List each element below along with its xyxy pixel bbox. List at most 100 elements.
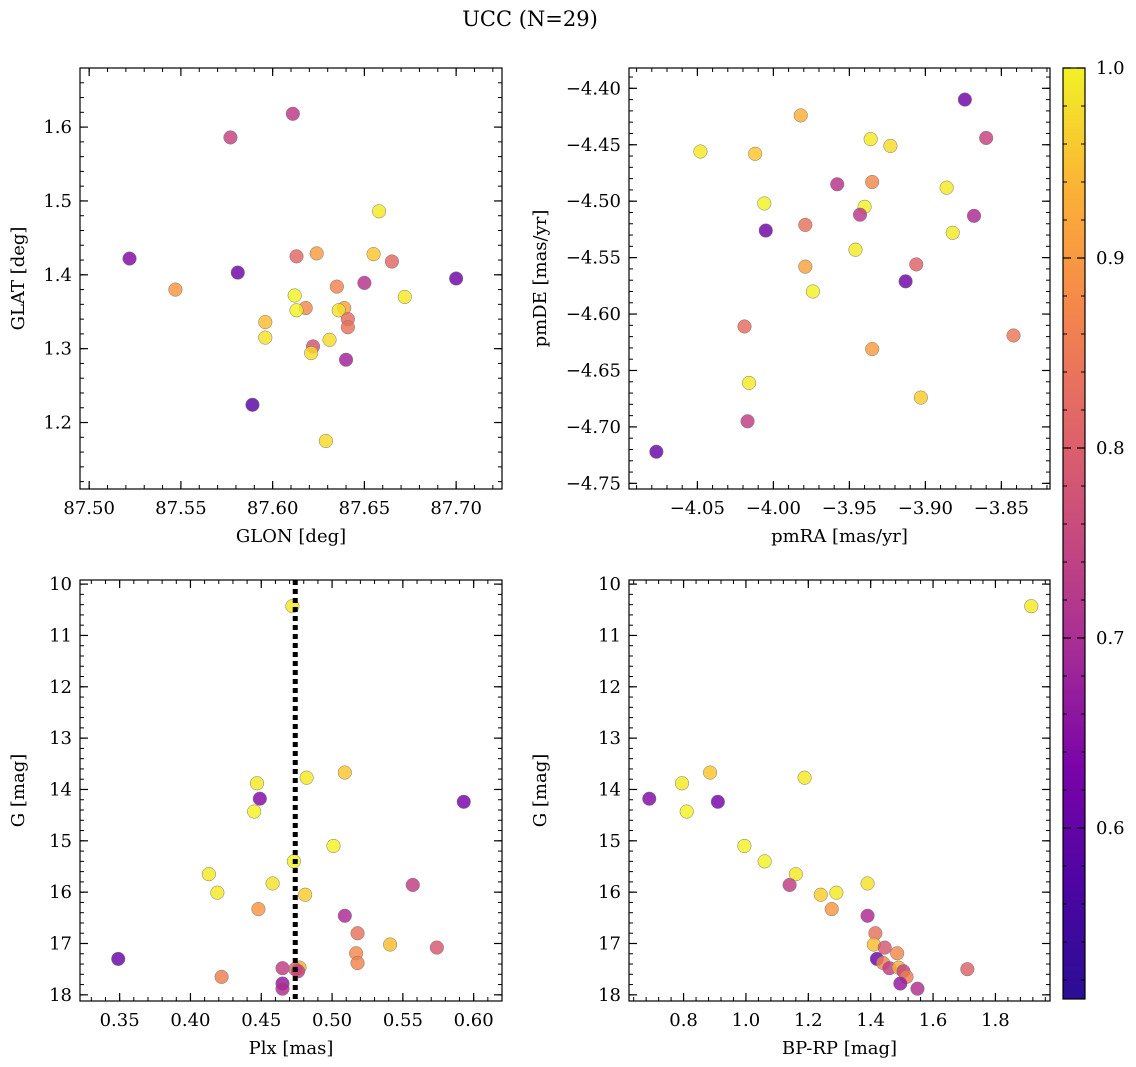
scatter-point (797, 770, 812, 785)
scatter-point (285, 106, 300, 121)
panel-4: 0.8 1.0 1.2 1.4 1.6 1.8 10 11 12 13 14 15 16 17 18 BP-R… (530, 574, 1051, 1059)
scatter-point (122, 251, 137, 266)
scatter-point (275, 981, 290, 996)
scatter-point (252, 791, 267, 806)
x-axis-label: BP-RP [mag] (782, 1038, 897, 1059)
y-tick-label: 1.6 (43, 117, 72, 138)
scatter-point (247, 804, 262, 819)
scatter-point (710, 794, 725, 809)
x-tick-label: 87.65 (339, 498, 391, 519)
points-layer (111, 599, 471, 996)
scatter-point (372, 204, 387, 219)
scatter-point (798, 217, 813, 232)
scatter-point (642, 791, 657, 806)
scatter-point (322, 332, 337, 347)
scatter-point (230, 265, 245, 280)
plot-frame (79, 67, 503, 490)
scatter-point (258, 315, 273, 330)
y-tick-label: −4.45 (566, 135, 621, 156)
scatter-point (793, 108, 808, 123)
scatter-point (865, 341, 880, 357)
colorbar-tick-label: 0.9 (1096, 248, 1125, 269)
y-axis-label: G [mag] (530, 754, 551, 827)
scatter-point (910, 981, 925, 996)
scatter-point (340, 320, 355, 335)
scatter-point (210, 885, 225, 900)
scatter-point (913, 390, 928, 405)
scatter-point (338, 352, 354, 367)
scatter-point (298, 887, 313, 902)
scatter-point (674, 776, 690, 791)
x-tick-label: 0.50 (312, 1010, 352, 1031)
y-tick-label: 17 (598, 933, 621, 954)
scatter-point (258, 330, 273, 345)
x-axis-label: Plx [mas] (249, 1038, 334, 1059)
y-tick-label: 1.5 (43, 191, 72, 212)
scatter-point (957, 92, 972, 107)
scatter-point (742, 375, 757, 390)
scatter-point (863, 132, 878, 147)
y-tick-label: −4.75 (566, 473, 621, 494)
figure-title: UCC (N=29) (462, 7, 598, 31)
x-tick-label: 87.70 (430, 498, 482, 519)
colorbar-tick-label: 0.7 (1096, 628, 1125, 649)
scatter-point (852, 207, 868, 222)
colorbar-tick-label: 1.0 (1096, 58, 1125, 79)
y-tick-label: 1.3 (43, 339, 72, 360)
y-tick-label: 10 (598, 574, 621, 595)
y-axis-label: pmDE [mas/yr] (530, 210, 551, 348)
scatter-point (1024, 599, 1039, 614)
y-tick-label: 12 (49, 677, 72, 698)
scatter-point (979, 130, 994, 146)
x-tick-label: 0.40 (170, 1010, 210, 1031)
colorbar: 0.6 0.7 0.8 0.9 1.0 (1062, 58, 1125, 1000)
colorbar-gradient (1062, 67, 1086, 1000)
scatter-point (945, 225, 960, 240)
scatter-point (737, 838, 752, 853)
y-tick-label: 13 (49, 728, 72, 749)
y-tick-label: 10 (49, 574, 72, 595)
x-tick-label: 1.6 (919, 1010, 948, 1031)
scatter-point (299, 770, 314, 785)
scatter-point (805, 284, 820, 299)
x-axis-label: pmRA [mas/yr] (771, 526, 908, 547)
y-tick-label: 12 (598, 677, 621, 698)
scatter-point (1006, 328, 1021, 343)
scatter-point (798, 259, 813, 274)
x-tick-label: −4.05 (670, 498, 725, 519)
scatter-point (813, 887, 828, 902)
y-tick-label: −4.50 (566, 191, 621, 212)
x-tick-label: −3.95 (822, 498, 877, 519)
scatter-point (679, 804, 694, 819)
y-tick-label: 15 (598, 831, 621, 852)
x-tick-label: 1.0 (732, 1010, 761, 1031)
scatter-point (329, 279, 344, 294)
scatter-point (350, 955, 365, 971)
scatter-point (245, 397, 260, 412)
scatter-point (890, 946, 905, 961)
x-tick-label: 1.4 (856, 1010, 885, 1031)
y-tick-label: −4.55 (566, 248, 621, 269)
scatter-point (168, 282, 183, 297)
y-axis-label: G [mag] (8, 754, 29, 827)
scatter-point (429, 940, 444, 955)
y-axis-label: GLAT [deg] (8, 227, 29, 331)
y-tick-label: 1.4 (43, 265, 72, 286)
scatter-point (449, 271, 464, 286)
scatter-point (384, 254, 399, 269)
scatter-point (249, 776, 265, 791)
scatter-point (824, 902, 839, 917)
y-tick-label: 14 (598, 779, 621, 800)
y-tick-label: 16 (598, 882, 621, 903)
scatter-point (111, 951, 126, 966)
colorbar-tick-label: 0.8 (1096, 438, 1125, 459)
panel-3: 0.35 0.40 0.45 0.50 0.55 0.60 10 11 12 13 14 15 16 17… (8, 574, 503, 1059)
scatter-point (883, 138, 898, 153)
scatter-point (737, 319, 752, 334)
x-tick-label: 0.60 (454, 1010, 494, 1031)
panel-2: −4.05 −4.00 −3.95 −3.90 −3.85 −4.75 −4.70 −4.65… (530, 67, 1051, 547)
x-tick-label: 0.55 (383, 1010, 423, 1031)
scatter-point (782, 877, 797, 893)
x-tick-label: 0.45 (241, 1010, 281, 1031)
y-tick-label: −4.40 (566, 78, 621, 99)
